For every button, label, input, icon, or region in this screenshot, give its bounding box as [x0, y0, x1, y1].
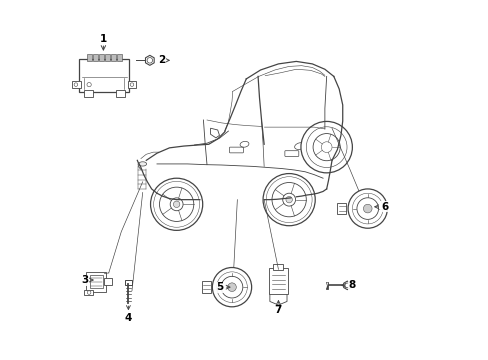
Circle shape	[173, 201, 180, 207]
Circle shape	[282, 193, 295, 206]
FancyBboxPatch shape	[268, 268, 287, 294]
FancyBboxPatch shape	[83, 90, 93, 97]
FancyBboxPatch shape	[229, 147, 243, 153]
Circle shape	[227, 283, 236, 292]
Polygon shape	[145, 55, 154, 65]
Polygon shape	[269, 293, 286, 305]
Circle shape	[363, 204, 371, 213]
FancyBboxPatch shape	[86, 54, 92, 61]
FancyBboxPatch shape	[104, 278, 112, 285]
Polygon shape	[343, 281, 350, 290]
Circle shape	[345, 283, 349, 288]
FancyBboxPatch shape	[117, 54, 122, 61]
FancyBboxPatch shape	[116, 90, 124, 97]
FancyBboxPatch shape	[273, 264, 283, 270]
FancyBboxPatch shape	[337, 203, 346, 214]
FancyBboxPatch shape	[72, 81, 81, 88]
Circle shape	[147, 58, 152, 63]
Circle shape	[87, 82, 91, 87]
FancyBboxPatch shape	[125, 280, 131, 285]
FancyBboxPatch shape	[104, 54, 110, 61]
FancyBboxPatch shape	[285, 151, 298, 157]
Text: 8: 8	[347, 280, 355, 291]
Circle shape	[321, 142, 331, 153]
FancyBboxPatch shape	[127, 81, 136, 88]
Circle shape	[212, 267, 251, 307]
Circle shape	[347, 189, 386, 228]
FancyBboxPatch shape	[92, 54, 98, 61]
Circle shape	[300, 121, 352, 173]
Circle shape	[285, 197, 292, 203]
Text: 6: 6	[380, 202, 387, 212]
Text: 1: 1	[100, 34, 107, 44]
FancyBboxPatch shape	[90, 275, 102, 288]
Polygon shape	[210, 128, 219, 138]
Text: 4: 4	[124, 312, 132, 323]
Text: 2: 2	[158, 55, 165, 65]
FancyBboxPatch shape	[86, 272, 106, 292]
Circle shape	[170, 198, 183, 211]
Circle shape	[74, 83, 78, 86]
Circle shape	[130, 83, 134, 86]
Circle shape	[87, 291, 91, 294]
FancyBboxPatch shape	[99, 54, 104, 61]
FancyBboxPatch shape	[79, 59, 129, 92]
FancyBboxPatch shape	[83, 290, 93, 295]
FancyBboxPatch shape	[110, 54, 116, 61]
FancyBboxPatch shape	[201, 282, 210, 293]
Text: 7: 7	[274, 305, 282, 315]
Ellipse shape	[139, 162, 146, 166]
Text: 3: 3	[81, 275, 88, 285]
Text: 5: 5	[216, 282, 224, 292]
